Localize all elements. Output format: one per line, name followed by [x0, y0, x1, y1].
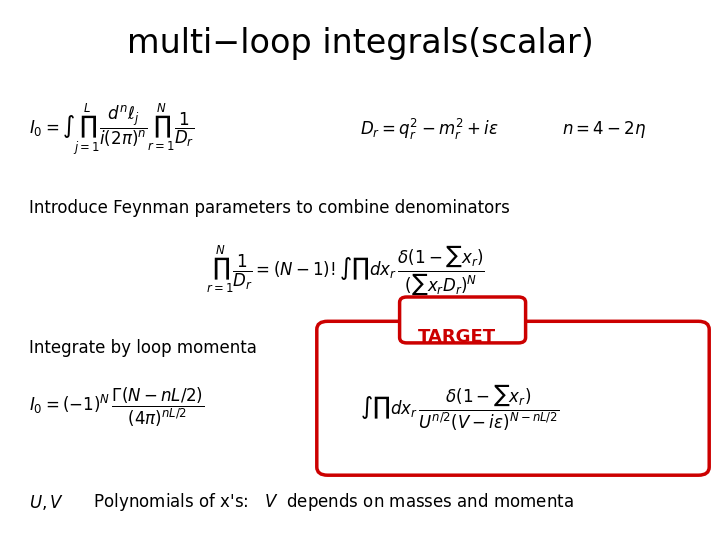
FancyBboxPatch shape [400, 297, 526, 343]
FancyBboxPatch shape [410, 321, 515, 332]
Text: multi−loop integrals(scalar): multi−loop integrals(scalar) [127, 26, 593, 60]
Text: $I_0 = (-1)^N\,\dfrac{\Gamma(N-nL/2)}{(4\pi)^{nL/2}}$: $I_0 = (-1)^N\,\dfrac{\Gamma(N-nL/2)}{(4… [29, 386, 204, 429]
FancyBboxPatch shape [317, 321, 709, 475]
Text: $I_0 = \int\prod_{j=1}^{L} \dfrac{d^n\ell_j}{i(2\pi)^n}\prod_{r=1}^{N}\dfrac{1}{: $I_0 = \int\prod_{j=1}^{L} \dfrac{d^n\el… [29, 102, 194, 157]
Text: Polynomials of x's:   $V$  depends on masses and momenta: Polynomials of x's: $V$ depends on masse… [83, 491, 574, 513]
Text: Integrate by loop momenta: Integrate by loop momenta [29, 339, 256, 357]
Text: $D_r = q_r^2 - m_r^2 + i\varepsilon$: $D_r = q_r^2 - m_r^2 + i\varepsilon$ [360, 117, 498, 142]
Text: $\prod_{r=1}^{N}\dfrac{1}{D_r} = (N-1)!\int\prod dx_r\,\dfrac{\delta(1-\sum x_r): $\prod_{r=1}^{N}\dfrac{1}{D_r} = (N-1)!\… [206, 243, 485, 297]
Text: Introduce Feynman parameters to combine denominators: Introduce Feynman parameters to combine … [29, 199, 510, 217]
Text: TARGET: TARGET [418, 328, 496, 347]
Text: $n = 4 - 2\eta$: $n = 4 - 2\eta$ [562, 119, 646, 140]
Text: $U,V$: $U,V$ [29, 492, 64, 512]
Text: $\int\prod dx_r\,\dfrac{\delta(1-\sum x_r)}{U^{n/2}(V-i\varepsilon)^{N-nL/2}}$: $\int\prod dx_r\,\dfrac{\delta(1-\sum x_… [360, 382, 559, 433]
